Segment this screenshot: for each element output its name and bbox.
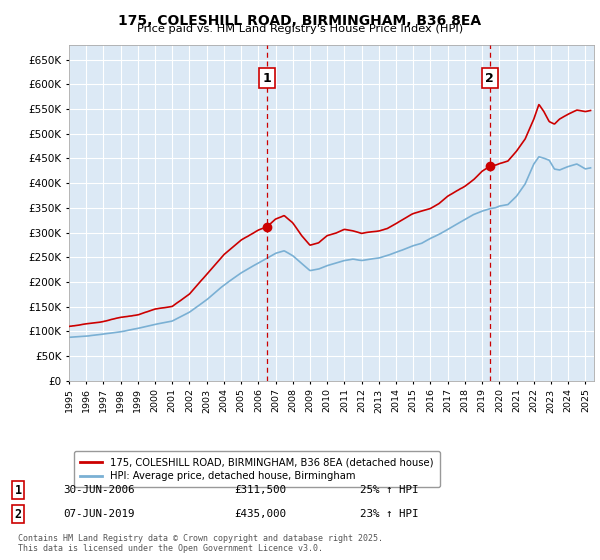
Text: 1: 1	[14, 483, 22, 497]
Legend: 175, COLESHILL ROAD, BIRMINGHAM, B36 8EA (detached house), HPI: Average price, d: 175, COLESHILL ROAD, BIRMINGHAM, B36 8EA…	[74, 451, 439, 487]
Text: £311,500: £311,500	[234, 485, 286, 495]
Text: Price paid vs. HM Land Registry's House Price Index (HPI): Price paid vs. HM Land Registry's House …	[137, 24, 463, 34]
Text: 175, COLESHILL ROAD, BIRMINGHAM, B36 8EA: 175, COLESHILL ROAD, BIRMINGHAM, B36 8EA	[118, 14, 482, 28]
Text: 30-JUN-2006: 30-JUN-2006	[63, 485, 134, 495]
Text: Contains HM Land Registry data © Crown copyright and database right 2025.
This d: Contains HM Land Registry data © Crown c…	[18, 534, 383, 553]
Text: 23% ↑ HPI: 23% ↑ HPI	[360, 509, 419, 519]
Text: 07-JUN-2019: 07-JUN-2019	[63, 509, 134, 519]
Text: £435,000: £435,000	[234, 509, 286, 519]
Text: 2: 2	[485, 72, 494, 85]
Text: 1: 1	[263, 72, 271, 85]
Text: 25% ↑ HPI: 25% ↑ HPI	[360, 485, 419, 495]
Text: 2: 2	[14, 507, 22, 521]
